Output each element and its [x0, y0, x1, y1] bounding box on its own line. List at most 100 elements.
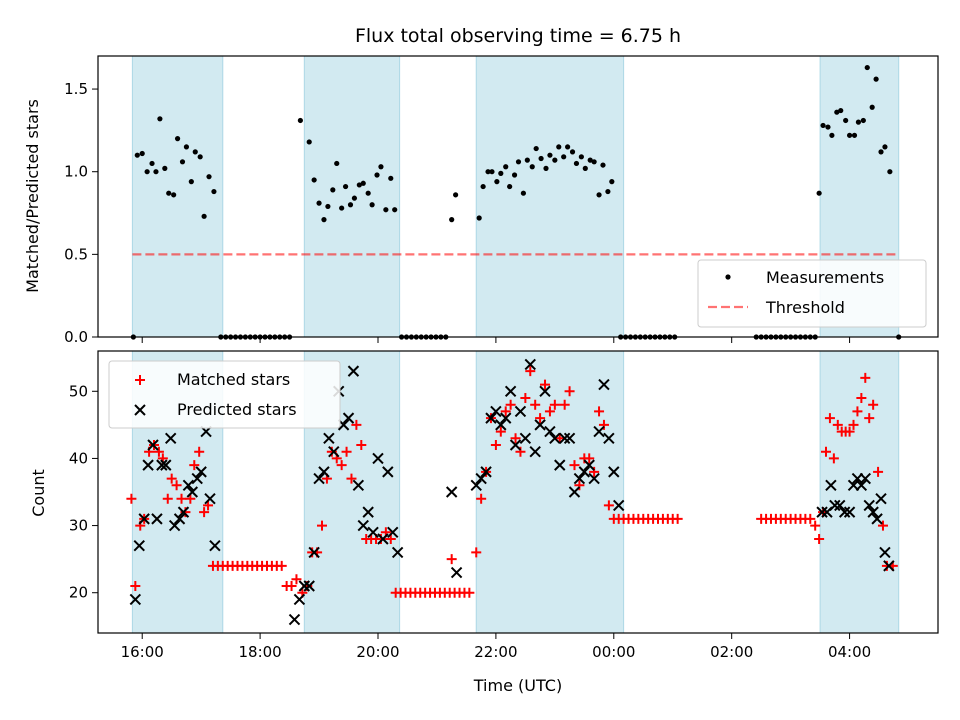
- matched-star-marker: [162, 493, 173, 504]
- matched-star-marker: [520, 393, 531, 403]
- observing-window-band: [303, 55, 401, 338]
- matched-star-marker: [828, 453, 839, 464]
- measurement-point: [157, 116, 163, 122]
- count-points: [126, 358, 898, 626]
- measurement-point: [321, 217, 327, 223]
- predicted-star-marker: [875, 493, 887, 505]
- matched-star-marker: [500, 406, 511, 417]
- measurement-point: [816, 190, 822, 196]
- measurement-point: [297, 117, 303, 124]
- measurement-point: [188, 179, 194, 185]
- predicted-star-marker: [372, 452, 384, 465]
- predicted-star-marker: [843, 506, 856, 518]
- bottom-y-axis-label: Count: [29, 469, 48, 517]
- measurement-point: [587, 157, 593, 163]
- predicted-star-marker: [838, 506, 851, 518]
- matched-star-marker: [286, 581, 297, 591]
- matched-star-marker: [194, 446, 205, 457]
- matched-star-marker: [385, 534, 396, 544]
- matched-star-marker: [464, 587, 475, 598]
- predicted-star-marker: [534, 419, 546, 431]
- measurement-point: [453, 192, 459, 198]
- measurement-point: [174, 136, 181, 142]
- matched-star-marker: [171, 480, 182, 491]
- matched-star-marker: [203, 500, 214, 511]
- predicted-star-marker: [209, 540, 221, 552]
- measurement-point: [498, 170, 504, 176]
- matched-star-marker: [564, 386, 575, 397]
- matched-star-marker: [185, 493, 196, 504]
- predicted-star-marker: [318, 466, 330, 478]
- matched-star-marker: [848, 419, 859, 430]
- x-tick-label: 00:00: [592, 643, 635, 661]
- matched-star-marker: [317, 520, 327, 531]
- matched-star-marker: [594, 406, 605, 417]
- bottom-panel-frame: [97, 350, 939, 634]
- matched-star-marker: [510, 433, 521, 444]
- top-panel-frame: [97, 55, 939, 338]
- y-tick-label: 1.5: [64, 80, 88, 98]
- predicted-star-marker: [859, 472, 872, 485]
- predicted-star-marker: [129, 593, 142, 606]
- predicted-star-marker: [608, 466, 620, 478]
- measurement-point: [591, 159, 597, 165]
- predicted-star-marker: [191, 472, 203, 485]
- predicted-star-marker: [588, 472, 600, 485]
- predicted-star-marker: [328, 446, 340, 458]
- predicted-star-marker: [549, 432, 561, 444]
- matched-star-marker: [176, 493, 187, 504]
- observing-window-band: [131, 55, 224, 338]
- chart-title: Flux total observing time = 6.75 h: [355, 25, 681, 47]
- x-tick-label: 22:00: [474, 643, 517, 661]
- predicted-star-marker: [367, 526, 379, 538]
- matched-star-marker: [356, 440, 367, 450]
- measurement-point: [330, 187, 336, 193]
- measurement-point: [351, 195, 358, 201]
- matched-star-marker: [877, 520, 888, 531]
- measurement-point: [829, 132, 835, 138]
- measurement-point: [860, 117, 866, 124]
- measurement-point: [365, 190, 371, 196]
- bottom-legend: Matched stars Predicted stars: [108, 360, 341, 429]
- measurement-point: [211, 188, 217, 195]
- matched-star-marker: [824, 413, 835, 424]
- matched-star-marker: [530, 399, 541, 410]
- predicted-star-marker: [490, 405, 502, 418]
- measurement-point: [887, 169, 893, 175]
- matched-star-marker: [805, 513, 816, 524]
- measurement-point: [306, 139, 312, 145]
- predicted-star-marker: [480, 466, 492, 478]
- matched-star-marker: [821, 446, 831, 457]
- predicted-star-marker: [156, 459, 168, 471]
- measurement-point: [476, 215, 482, 221]
- predicted-star-marker: [563, 432, 576, 444]
- measurement-point: [392, 207, 398, 213]
- predicted-star-marker: [879, 546, 891, 559]
- measurement-point: [878, 149, 884, 155]
- measurement-point: [503, 164, 509, 170]
- matched-star-marker: [598, 419, 609, 430]
- predicted-star-marker: [293, 593, 306, 606]
- matched-star-marker: [540, 379, 551, 390]
- legend-label: Matched stars: [177, 370, 290, 389]
- y-tick-label: 1.0: [64, 163, 88, 181]
- measurement-point: [334, 160, 340, 167]
- predicted-star-marker: [514, 405, 527, 418]
- matched-star-marker: [130, 581, 141, 591]
- predicted-star-marker: [147, 439, 159, 451]
- bottom-y-ticks: 20 30 40 50: [69, 382, 98, 602]
- matched-star-marker: [554, 433, 565, 444]
- predicted-star-marker: [342, 412, 355, 424]
- matched-star-marker: [603, 500, 614, 511]
- predicted-star-marker: [816, 506, 828, 518]
- predicted-star-marker: [298, 580, 311, 592]
- predicted-star-marker: [475, 472, 487, 485]
- predicted-star-marker: [578, 466, 591, 478]
- measurement-point: [851, 132, 858, 138]
- legend-label: Predicted stars: [177, 400, 297, 419]
- matched-star-marker: [276, 560, 287, 571]
- measurement-point: [846, 132, 853, 138]
- measurement-point: [360, 180, 366, 186]
- predicted-star-marker: [177, 506, 190, 518]
